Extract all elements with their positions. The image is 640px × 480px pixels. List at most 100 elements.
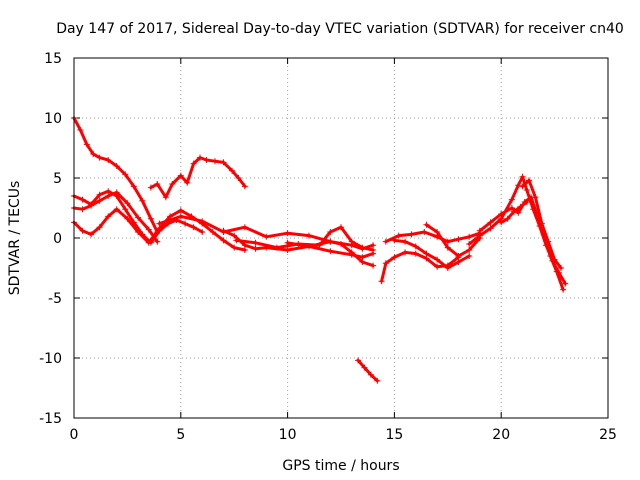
y-tick-label: -10 xyxy=(39,351,62,367)
data-point xyxy=(444,265,451,271)
data-point xyxy=(511,208,518,215)
data-point xyxy=(184,179,191,186)
data-point xyxy=(523,199,530,205)
data-point xyxy=(124,215,131,222)
data-point xyxy=(545,238,552,245)
series-arc-4 xyxy=(71,189,161,245)
data-point xyxy=(96,154,103,161)
series-arc-6 xyxy=(156,213,377,252)
data-point xyxy=(455,253,462,259)
x-axis-label: GPS time / hours xyxy=(282,458,399,474)
data-point xyxy=(241,224,248,231)
data-point xyxy=(517,203,524,210)
data-point xyxy=(122,171,129,178)
data-point xyxy=(182,220,189,227)
series-arc-9 xyxy=(284,238,377,269)
data-point xyxy=(139,197,146,204)
series-line xyxy=(424,223,482,258)
data-point xyxy=(423,250,430,257)
data-point xyxy=(498,219,505,226)
y-tick-label: 15 xyxy=(44,51,62,67)
series-arc-5 xyxy=(147,154,248,201)
series-line xyxy=(157,214,375,251)
data-point xyxy=(162,194,169,201)
data-point xyxy=(515,209,522,216)
data-point xyxy=(229,167,236,174)
data-point xyxy=(361,364,368,371)
data-point xyxy=(113,189,120,196)
data-point xyxy=(370,247,377,253)
data-point xyxy=(444,238,451,245)
axis-ticks: 0 5 10 15 20 25 -15 -10 -5 0 5 10 15 xyxy=(39,51,617,443)
data-point xyxy=(284,239,291,246)
data-point xyxy=(382,238,389,245)
data-point xyxy=(562,280,569,287)
y-tick-label: 10 xyxy=(44,111,62,127)
data-point xyxy=(284,247,291,253)
series-arc-13 xyxy=(391,237,473,271)
grid xyxy=(74,58,608,418)
data-point xyxy=(421,229,428,235)
data-point xyxy=(538,220,545,227)
data-point xyxy=(220,159,227,166)
data-point xyxy=(177,172,184,179)
data-point xyxy=(231,232,238,239)
data-point xyxy=(402,249,409,256)
data-point xyxy=(145,226,152,233)
data-point xyxy=(327,229,334,235)
data-point xyxy=(355,357,362,364)
data-point xyxy=(79,206,86,213)
data-point xyxy=(190,224,197,231)
series-arc-17 xyxy=(519,177,565,271)
series-arc-18 xyxy=(498,199,530,226)
data-point xyxy=(130,219,137,226)
data-point xyxy=(408,231,415,238)
data-point xyxy=(90,151,97,157)
data-point xyxy=(154,181,161,187)
data-point xyxy=(412,250,419,257)
data-point xyxy=(96,191,103,198)
data-point xyxy=(553,268,560,275)
data-point xyxy=(367,371,374,378)
x-tick-label: 10 xyxy=(279,427,297,443)
data-point xyxy=(348,249,355,256)
data-point xyxy=(241,183,248,190)
data-point xyxy=(558,265,565,271)
data-point xyxy=(105,157,112,163)
data-point xyxy=(231,244,238,251)
data-point xyxy=(96,224,103,231)
data-point xyxy=(252,245,259,252)
data-point xyxy=(498,211,505,217)
series-line xyxy=(234,225,375,252)
x-tick-label: 25 xyxy=(599,427,617,443)
data-point xyxy=(532,194,539,201)
data-point xyxy=(77,127,84,133)
data-point xyxy=(79,196,86,203)
data-point xyxy=(434,256,441,263)
data-point xyxy=(88,202,95,209)
data-point xyxy=(391,254,398,261)
y-tick-label: 0 xyxy=(53,231,62,247)
data-point xyxy=(466,241,473,247)
data-point xyxy=(525,177,532,184)
data-point xyxy=(235,175,242,181)
data-point xyxy=(305,232,312,239)
data-point xyxy=(135,214,142,221)
data-point xyxy=(190,160,197,167)
data-point xyxy=(284,230,291,237)
data-point xyxy=(167,213,174,220)
data-point xyxy=(169,181,176,187)
data-point xyxy=(211,158,218,165)
data-point xyxy=(220,227,227,234)
chart-title: Day 147 of 2017, Sidereal Day-to-day VTE… xyxy=(56,21,624,37)
data-point xyxy=(466,247,473,253)
data-point xyxy=(338,224,344,231)
data-point xyxy=(147,239,154,246)
data-point xyxy=(199,218,206,225)
data-point xyxy=(551,256,558,263)
series-line xyxy=(467,175,567,286)
data-point xyxy=(466,233,473,240)
data-point xyxy=(203,157,210,163)
y-axis-label: SDTVAR / TECUs xyxy=(7,181,23,296)
data-point xyxy=(199,229,206,235)
